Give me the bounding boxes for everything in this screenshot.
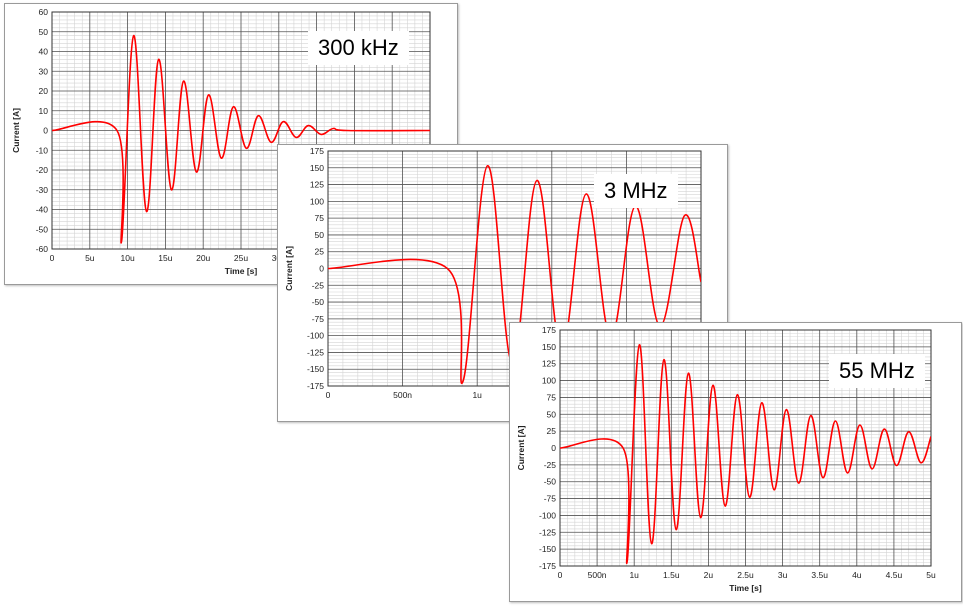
x-tick-label: 500n: [588, 570, 607, 580]
y-tick-label: -150: [307, 364, 324, 374]
y-tick-label: 175: [542, 325, 556, 335]
y-tick-label: -75: [312, 314, 325, 324]
y-tick-label: 50: [315, 230, 325, 240]
y-tick-label: -50: [312, 297, 325, 307]
x-tick-label: 15u: [158, 253, 172, 263]
y-tick-label: -10: [36, 145, 49, 155]
y-axis-title: Current [A]: [284, 246, 294, 291]
y-tick-label: 50: [39, 27, 49, 37]
y-tick-label: 150: [542, 342, 556, 352]
x-tick-label: 2.5u: [737, 570, 754, 580]
frequency-label: 300 kHz: [308, 31, 409, 65]
x-tick-label: 3.5u: [811, 570, 828, 580]
x-tick-label: 1u: [472, 390, 482, 400]
y-tick-label: 20: [39, 86, 49, 96]
y-tick-label: 150: [310, 163, 324, 173]
y-tick-label: 100: [542, 376, 556, 386]
y-tick-label: 125: [542, 359, 556, 369]
y-tick-label: 30: [39, 66, 49, 76]
frequency-label: 3 MHz: [594, 174, 678, 208]
y-tick-label: -20: [36, 165, 49, 175]
y-tick-label: 75: [315, 213, 325, 223]
y-axis-title: Current [A]: [11, 108, 21, 153]
y-tick-label: -40: [36, 205, 49, 215]
current-waveform-line: [328, 164, 701, 385]
y-tick-label: -60: [36, 244, 49, 254]
y-tick-label: 100: [310, 196, 324, 206]
y-axis-title: Current [A]: [516, 425, 526, 470]
x-tick-label: 1u: [629, 570, 639, 580]
y-tick-label: 0: [551, 443, 556, 453]
x-tick-label: 0: [50, 253, 55, 263]
y-tick-label: 125: [310, 180, 324, 190]
y-tick-label: 0: [319, 264, 324, 274]
y-tick-label: -25: [544, 460, 557, 470]
y-tick-label: -100: [307, 331, 324, 341]
x-tick-label: 20u: [196, 253, 210, 263]
x-tick-label: 5u: [926, 570, 936, 580]
chart-300khz: -60 -50 -40 -30 -20 -10 0 10 20 30 40 50 60 0 5u 10u 15u…: [11, 7, 431, 276]
y-tick-label: 25: [547, 426, 557, 436]
y-tick-label: -125: [307, 347, 324, 357]
y-tick-label: 40: [39, 47, 49, 57]
x-axis-title: Time [s]: [729, 583, 762, 593]
x-tick-label: 0: [326, 390, 331, 400]
y-tick-label: -50: [36, 224, 49, 234]
y-tick-label: -175: [307, 381, 324, 391]
x-tick-label: 5u: [85, 253, 95, 263]
y-tick-label: 50: [547, 409, 557, 419]
y-tick-label: -30: [36, 185, 49, 195]
x-tick-label: 25u: [234, 253, 248, 263]
y-tick-label: -25: [312, 280, 325, 290]
y-tick-label: 10: [39, 106, 49, 116]
x-tick-label: 10u: [121, 253, 135, 263]
y-tick-label: 175: [310, 146, 324, 156]
x-tick-label: 4.5u: [886, 570, 903, 580]
y-tick-label: 75: [547, 392, 557, 402]
x-axis-title: Time [s]: [225, 266, 258, 276]
y-tick-label: -175: [539, 561, 556, 571]
chart-panel-55mhz: -175 -150 -125 -100 -75 -50 -25 0 25 50 75 100 125 15…: [509, 322, 962, 602]
x-tick-label: 2u: [704, 570, 714, 580]
y-tick-label: -50: [544, 477, 557, 487]
x-tick-label: 500n: [393, 390, 412, 400]
y-tick-label: -125: [539, 527, 556, 537]
x-tick-label: 0: [558, 570, 563, 580]
y-tick-label: -150: [539, 544, 556, 554]
current-waveform-line: [560, 343, 931, 565]
x-tick-label: 4u: [852, 570, 862, 580]
y-tick-label: 25: [315, 247, 325, 257]
frequency-label: 55 MHz: [829, 354, 925, 388]
y-tick-label: -75: [544, 494, 557, 504]
y-tick-label: 60: [39, 7, 49, 17]
x-tick-label: 3u: [778, 570, 788, 580]
y-tick-label: 0: [43, 126, 48, 136]
current-waveform-line: [52, 34, 430, 244]
y-tick-label: -100: [539, 510, 556, 520]
x-tick-label: 1.5u: [663, 570, 680, 580]
